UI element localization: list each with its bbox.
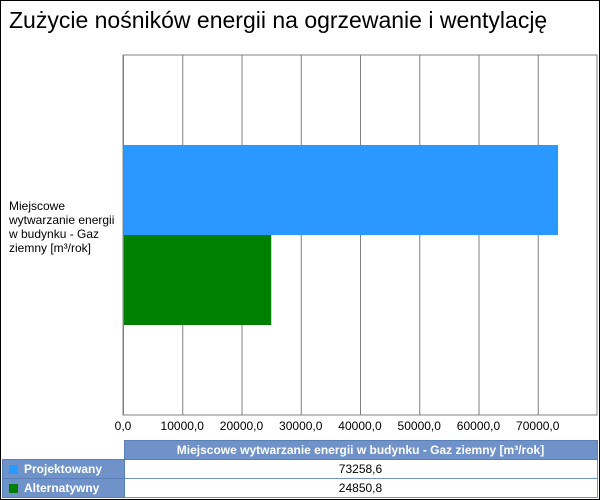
bar-projektowany <box>124 145 559 235</box>
legend-swatch-projektowany <box>9 465 18 474</box>
x-tick-label: 60000,0 <box>457 419 501 433</box>
x-tick-label: 30000,0 <box>279 419 323 433</box>
x-tick-label: 20000,0 <box>220 419 264 433</box>
chart-plot: 0,0 10000,0 20000,0 30000,0 40000,0 50000,0 60… <box>115 54 598 433</box>
bar-alternatywny <box>124 235 272 325</box>
table-row: Alternatywny 24850,8 <box>2 478 598 498</box>
value-cell-alternatywny: 24850,8 <box>123 478 598 498</box>
x-tick-label: 50000,0 <box>398 419 442 433</box>
series-label-alternatywny: Alternatywny <box>2 478 125 498</box>
table-header: Miejscowe wytwarzanie energii w budynku … <box>123 440 598 460</box>
series-label-projektowany: Projektowany <box>2 459 125 479</box>
x-tick-label: 70000,0 <box>516 419 560 433</box>
category-label: Miejscowe wytwarzanie energii w budynku … <box>9 199 115 255</box>
table-header-row: Miejscowe wytwarzanie energii w budynku … <box>3 440 598 460</box>
table-row: Projektowany 73258,6 <box>2 459 598 479</box>
legend-swatch-alternatywny <box>9 484 18 493</box>
table-corner <box>3 441 125 460</box>
x-tick-label: 40000,0 <box>338 419 382 433</box>
data-table: Miejscowe wytwarzanie energii w budynku … <box>2 440 598 498</box>
x-tick-label: 0,0 <box>115 419 132 433</box>
x-tick-label: 10000,0 <box>161 419 205 433</box>
series-name: Alternatywny <box>24 481 100 495</box>
series-name: Projektowany <box>24 462 103 476</box>
value-cell-projektowany: 73258,6 <box>123 459 598 479</box>
chart-title: Zużycie nośników energii na ogrzewanie i… <box>9 7 548 33</box>
